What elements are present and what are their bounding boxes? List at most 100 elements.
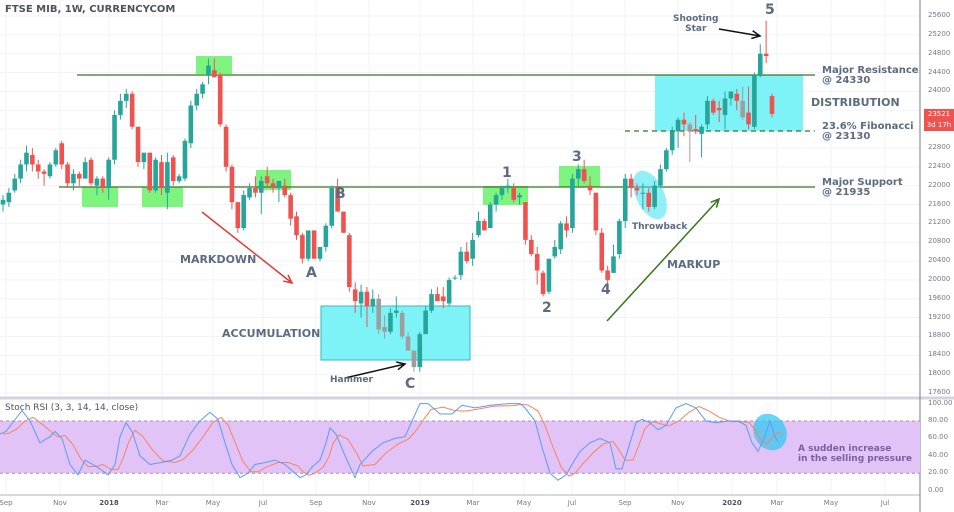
- candle-body: [247, 188, 252, 198]
- candle-body: [440, 296, 446, 302]
- candle-body: [388, 312, 393, 332]
- candle-body: [699, 126, 704, 134]
- candle-body: [194, 93, 200, 106]
- rsi-tick: 80.00: [928, 416, 949, 424]
- candle-body: [300, 235, 305, 259]
- time-tick: Jul: [258, 499, 268, 507]
- hammer-label: Hammer: [330, 375, 373, 385]
- price-tick: 22400: [928, 161, 951, 170]
- rsi-tick: 100.00: [928, 398, 953, 407]
- candle-body: [24, 152, 29, 165]
- candle-body: [423, 310, 428, 335]
- candle-body: [229, 166, 235, 203]
- candle-body: [165, 162, 170, 193]
- candle-body: [664, 150, 669, 170]
- candle-body: [470, 239, 475, 259]
- fibonacci-label: 23.6% Fibonacci @ 23130: [822, 121, 914, 142]
- candle-body: [47, 164, 53, 177]
- candle-body: [552, 246, 558, 257]
- rsi-tick: 0.00: [928, 485, 944, 494]
- candle-body: [581, 169, 587, 181]
- selling-pressure-label: A sudden increase in the selling pressure: [798, 444, 912, 464]
- time-tick: Mar: [155, 499, 169, 507]
- candle-body: [71, 173, 76, 184]
- price-tick: 19200: [928, 312, 951, 321]
- candle-body: [640, 192, 646, 194]
- candle-body: [18, 164, 23, 179]
- candle-body: [564, 223, 569, 231]
- candle-body: [94, 178, 100, 186]
- candle-body: [123, 93, 129, 101]
- candle-body: [12, 178, 18, 191]
- candle-body: [399, 312, 405, 337]
- accumulation-label: ACCUMULATION: [222, 327, 321, 340]
- candle-body: [0, 199, 6, 205]
- candle-body: [728, 91, 734, 99]
- candle-body: [65, 164, 70, 184]
- time-tick: Nov: [362, 499, 376, 507]
- candle-body: [482, 221, 487, 231]
- throwback-label: Throwback: [632, 222, 688, 232]
- time-tick: May: [516, 499, 532, 507]
- last-price-label: 23521: [924, 109, 954, 120]
- candle-body: [634, 188, 640, 191]
- candle-body: [270, 183, 276, 189]
- bar-countdown-label: 3d 17h: [924, 120, 954, 131]
- time-tick: Mar: [466, 499, 480, 507]
- candle-body: [82, 162, 88, 179]
- candle-body: [77, 173, 82, 179]
- candle-body: [118, 100, 123, 115]
- price-tick: 20800: [928, 237, 951, 246]
- candle-body: [593, 192, 599, 231]
- candle-body: [358, 291, 364, 304]
- candle-body: [253, 188, 258, 193]
- wave-4-label: 4: [601, 282, 611, 298]
- candle-body: [35, 164, 41, 172]
- candle-body: [276, 180, 282, 189]
- markup-arrow: [606, 198, 720, 322]
- candle-body: [687, 124, 693, 132]
- candle-body: [311, 230, 317, 259]
- candle-body: [710, 100, 716, 113]
- candle-body: [464, 251, 470, 262]
- rsi-tick: 60.00: [928, 433, 949, 442]
- markup-arrow-head: [710, 197, 721, 208]
- candle-body: [746, 112, 751, 125]
- wave-1-label: 1: [502, 165, 512, 181]
- candle-body: [681, 119, 687, 125]
- candle-body: [182, 140, 188, 179]
- candle-body: [176, 176, 182, 181]
- candle-body: [417, 334, 423, 368]
- candle-body: [652, 185, 657, 207]
- rsi-tick: 20.00: [928, 468, 949, 477]
- candle-body: [53, 150, 59, 165]
- candle-body: [570, 178, 575, 229]
- candle-body: [30, 155, 35, 165]
- candle-body: [599, 232, 605, 271]
- candle-body: [317, 246, 323, 259]
- accumulation-zone: [320, 305, 471, 361]
- candle-body: [235, 202, 241, 229]
- rsi-tick: 40.00: [928, 450, 949, 459]
- candle-body: [112, 114, 117, 160]
- candle-body: [394, 310, 399, 313]
- candle-body: [141, 152, 147, 163]
- candle-body: [575, 169, 581, 179]
- candle-body: [493, 195, 499, 205]
- candle-body: [534, 254, 540, 271]
- candle-body: [305, 230, 311, 259]
- time-tick: Jul: [567, 499, 577, 507]
- price-tick: 25600: [928, 11, 951, 19]
- major-support-label: Major Support @ 21935: [822, 177, 903, 198]
- candle-body: [135, 126, 141, 163]
- candle-body: [382, 327, 387, 332]
- stoch-rsi-title: Stoch RSI (3, 3, 14, 14, close): [5, 403, 139, 413]
- candle-body: [587, 185, 593, 191]
- price-tick: 17600: [928, 388, 951, 397]
- price-tick: 25200: [928, 29, 951, 38]
- candle-body: [540, 272, 546, 295]
- time-tick: Mar: [770, 499, 784, 507]
- candle-body: [323, 225, 329, 247]
- price-tick: 22000: [928, 180, 951, 189]
